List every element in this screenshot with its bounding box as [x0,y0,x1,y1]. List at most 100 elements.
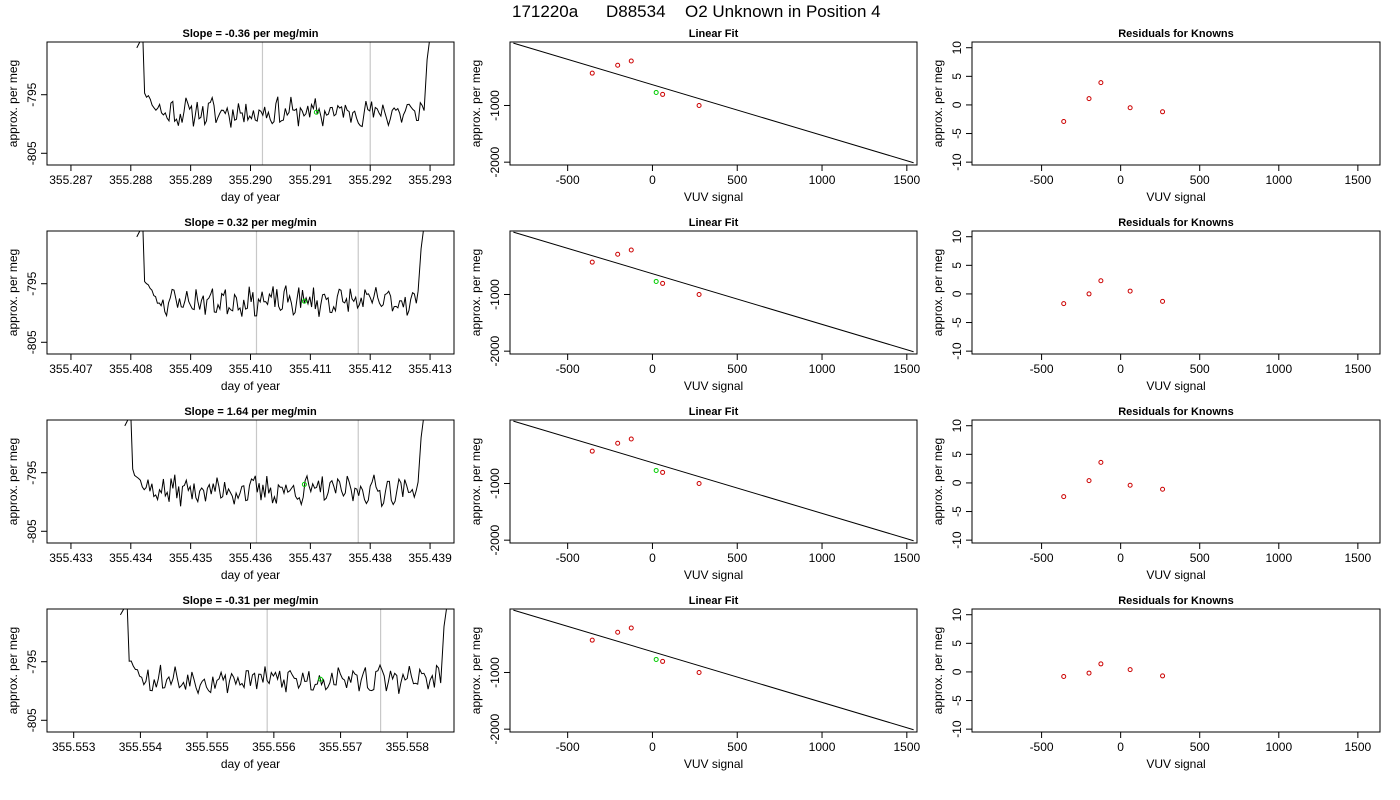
panel-0-2: Residuals for Knowns -500 0 500 1000 1500 -10 -… [931,28,1381,204]
page-title-run-id: 171220a [512,2,579,21]
known-point [1061,301,1067,307]
plot-frame [971,41,1381,166]
y-tick-label: 5 [950,640,964,647]
plot-area [124,420,424,508]
y-tick-label: -805 [25,141,39,165]
x-tick-label: 1500 [1345,740,1372,754]
known-point [1160,109,1166,115]
plot-frame [509,41,918,166]
unknown-point [301,481,307,487]
y-axis-label: approx. per meg [6,249,20,336]
panel-title: Residuals for Knowns [1118,595,1234,607]
plot-area [1061,80,1166,125]
x-tick-label: 1000 [1265,740,1292,754]
x-tick-label: -500 [556,362,580,376]
y-tick-label: -5 [950,317,964,328]
panel-grid: Slope = -0.36 per meg/min 355.287 355.288 3… [6,28,1381,771]
x-axis-label: VUV signal [684,568,743,582]
y-tick-label: -1000 [488,657,502,688]
x-axis-label: VUV signal [684,190,743,204]
x-tick-label: 355.434 [109,551,153,565]
known-point [1160,298,1166,304]
panel-title: Slope = 0.32 per meg/min [184,217,317,229]
plot-frame [971,230,1381,355]
x-tick-label: 355.290 [229,173,273,187]
y-axis-label: approx. per meg [469,249,483,336]
x-tick-label: -500 [556,551,580,565]
y-tick-label: -2000 [488,335,502,366]
x-axis-label: day of year [221,379,280,393]
y-tick-label: 10 [950,608,964,622]
y-axis-label: approx. per meg [931,60,945,147]
y-tick-label: -5 [950,506,964,517]
x-tick-label: 355.411 [289,362,332,376]
x-tick-label: 1500 [1345,173,1372,187]
x-tick-label: 355.408 [109,362,153,376]
known-point [660,91,666,97]
x-tick-label: 0 [649,362,656,376]
x-tick-label: 355.292 [349,173,393,187]
y-tick-label: -805 [25,519,39,543]
y-tick-label: -805 [25,708,39,732]
panel-title: Linear Fit [689,595,739,607]
panel-2-2: Residuals for Knowns -500 0 500 1000 1500 -10 -… [931,406,1381,582]
x-tick-label: 0 [1117,551,1124,565]
y-tick-label: -5 [950,128,964,139]
x-axis-label: VUV signal [684,379,743,393]
y-tick-label: -5 [950,695,964,706]
y-tick-label: -10 [950,342,964,360]
known-point [1086,478,1092,484]
y-axis-label: approx. per meg [931,249,945,336]
known-point [615,440,621,446]
y-tick-label: -1000 [488,279,502,310]
x-tick-label: 1500 [893,173,920,187]
x-tick-label: 355.288 [109,173,153,187]
x-tick-label: 500 [727,551,747,565]
known-point [696,480,702,486]
plot-frame [509,230,918,355]
unknown-point [313,109,319,115]
x-tick-label: 1500 [1345,362,1372,376]
plot-area [136,231,424,318]
y-tick-label: 10 [950,41,964,55]
y-axis-label: approx. per meg [6,627,20,714]
x-tick-label: 0 [649,551,656,565]
y-tick-label: 5 [950,262,964,269]
x-tick-label: 500 [1190,551,1210,565]
known-point [628,436,634,442]
y-tick-label: -10 [950,531,964,549]
y-tick-label: -805 [25,330,39,354]
known-point [615,629,621,635]
x-tick-label: 1000 [1265,551,1292,565]
x-axis-label: VUV signal [684,757,743,771]
y-tick-label: 0 [950,101,964,108]
x-tick-label: 355.555 [185,740,229,754]
fit-line [513,609,914,731]
x-tick-label: 1000 [809,551,836,565]
x-tick-label: 0 [1117,173,1124,187]
plot-area [1061,661,1166,680]
panel-3-0: Slope = -0.31 per meg/min 355.553 355.554 3… [6,595,455,771]
known-point [628,625,634,631]
y-axis-label: approx. per meg [469,60,483,147]
x-tick-label: 355.433 [49,551,93,565]
y-tick-label: 0 [950,479,964,486]
y-tick-label: 5 [950,451,964,458]
x-tick-label: 1500 [893,362,920,376]
x-tick-label: 355.439 [408,551,452,565]
x-tick-label: -500 [1030,362,1054,376]
panel-title: Residuals for Knowns [1118,28,1234,40]
x-axis-label: VUV signal [1146,568,1205,582]
plot-frame [509,419,918,544]
x-tick-label: 0 [1117,362,1124,376]
plot-area [513,420,914,542]
panel-title: Linear Fit [689,406,739,418]
plot-frame [971,608,1381,733]
x-tick-label: 500 [1190,740,1210,754]
panel-1-1: Linear Fit -500 0 500 1000 1500 -1000 -2000 VUV … [469,217,920,393]
panel-title: Residuals for Knowns [1118,217,1234,229]
y-tick-label: 10 [950,230,964,244]
known-point [1086,291,1092,297]
plot-area [1061,278,1166,307]
